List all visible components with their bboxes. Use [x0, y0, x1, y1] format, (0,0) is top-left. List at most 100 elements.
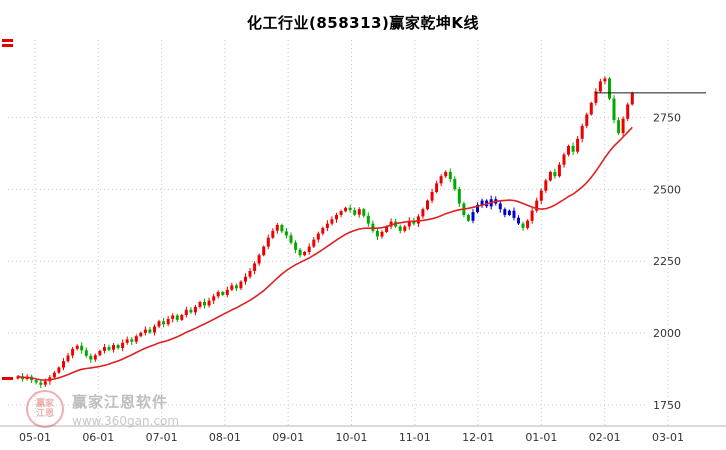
- candle-body: [330, 219, 334, 224]
- candle-body: [39, 382, 43, 385]
- candle-body: [580, 125, 584, 139]
- candle-body: [348, 207, 352, 211]
- candle-body: [203, 302, 206, 306]
- candle-body: [407, 220, 411, 227]
- candle-body: [184, 309, 188, 315]
- candle-body: [103, 347, 106, 351]
- candle-body: [52, 372, 56, 378]
- candle-body: [453, 179, 457, 190]
- candle-body: [512, 210, 516, 218]
- candle-body: [548, 171, 552, 181]
- candle-body: [130, 339, 134, 342]
- left-marker-icon: [2, 39, 13, 42]
- candle-body: [157, 321, 161, 327]
- candle-body: [521, 223, 525, 228]
- candle-body: [230, 285, 234, 290]
- candle-body: [416, 216, 420, 224]
- candle-body: [517, 217, 520, 224]
- candle-body: [344, 207, 348, 212]
- logo-text-top: 赢家: [35, 399, 54, 409]
- candle-body: [335, 215, 338, 220]
- x-axis-label: 03-01: [652, 431, 684, 444]
- candle-body: [271, 230, 275, 238]
- candle-body: [530, 210, 534, 221]
- candle-body: [34, 380, 38, 383]
- left-marker-icon: [2, 44, 13, 47]
- candle-body: [357, 209, 361, 215]
- trend-line: [17, 126, 633, 381]
- candle-body: [539, 190, 543, 201]
- candle-body: [316, 233, 320, 240]
- candle-body: [608, 78, 611, 99]
- candle-body: [180, 315, 184, 320]
- candle-body: [248, 271, 252, 277]
- candle-body: [125, 339, 129, 343]
- candle-body: [426, 200, 429, 210]
- candle-body: [139, 332, 143, 337]
- candle-body: [321, 227, 325, 234]
- left-marker-icon: [2, 377, 13, 380]
- candle-body: [435, 183, 439, 192]
- candle-body: [148, 329, 152, 333]
- candle-body: [380, 231, 384, 237]
- candle-body: [71, 348, 75, 356]
- x-axis-label: 06-01: [82, 431, 114, 444]
- candle-body: [298, 249, 302, 256]
- chart-title: 化工行业(858313)赢家乾坤K线: [247, 14, 479, 32]
- candle-body: [362, 209, 366, 216]
- candle-body: [207, 300, 211, 306]
- candle-body: [253, 263, 257, 271]
- y-axis-label: 1750: [653, 399, 681, 412]
- candle-body: [325, 223, 329, 228]
- candle-body: [507, 210, 511, 215]
- candle-body: [617, 120, 621, 134]
- candle-body: [244, 276, 247, 282]
- candle-body: [498, 203, 502, 210]
- candle-body: [312, 239, 316, 247]
- candle-body: [193, 306, 197, 313]
- candle-body: [284, 231, 288, 236]
- candle-body: [212, 296, 216, 301]
- candle-body: [75, 345, 79, 349]
- candle-body: [562, 154, 566, 165]
- candle-body: [153, 326, 156, 333]
- candle-body: [221, 292, 225, 295]
- candle-body: [439, 176, 443, 184]
- candle-body: [262, 246, 266, 256]
- candle-body: [116, 345, 120, 348]
- candle-body: [444, 171, 448, 177]
- x-axis-label: 07-01: [146, 431, 178, 444]
- candle-body: [594, 91, 598, 103]
- candle-body: [234, 285, 238, 289]
- x-axis-label: 12-01: [462, 431, 494, 444]
- candle-body: [567, 146, 570, 155]
- x-axis-label: 01-01: [525, 431, 557, 444]
- candle-body: [576, 138, 580, 152]
- candle-body: [421, 209, 425, 217]
- candle-body: [366, 215, 370, 224]
- x-axis-label: 05-01: [19, 431, 51, 444]
- candle-body: [166, 319, 170, 325]
- candle-body: [457, 189, 461, 204]
- watermark-url: www.360gan.com: [72, 413, 180, 428]
- candle-body: [289, 235, 293, 243]
- watermark-logo-icon: 赢家 江恩: [26, 390, 64, 428]
- candle-body: [175, 315, 179, 320]
- x-axis-label: 11-01: [399, 431, 431, 444]
- candle-body: [430, 192, 434, 201]
- candle-body: [353, 210, 357, 215]
- candle-body: [612, 98, 616, 121]
- candle-body: [557, 164, 561, 177]
- candle-body: [171, 315, 175, 319]
- candle-body: [57, 367, 61, 373]
- candle-body: [216, 292, 220, 297]
- candle-body: [480, 200, 484, 205]
- candle-body: [535, 200, 539, 211]
- candle-body: [603, 78, 607, 82]
- candle-body: [89, 355, 93, 360]
- candle-body: [62, 361, 65, 368]
- candle-body: [225, 289, 229, 295]
- watermark-name: 赢家江恩软件: [72, 392, 169, 411]
